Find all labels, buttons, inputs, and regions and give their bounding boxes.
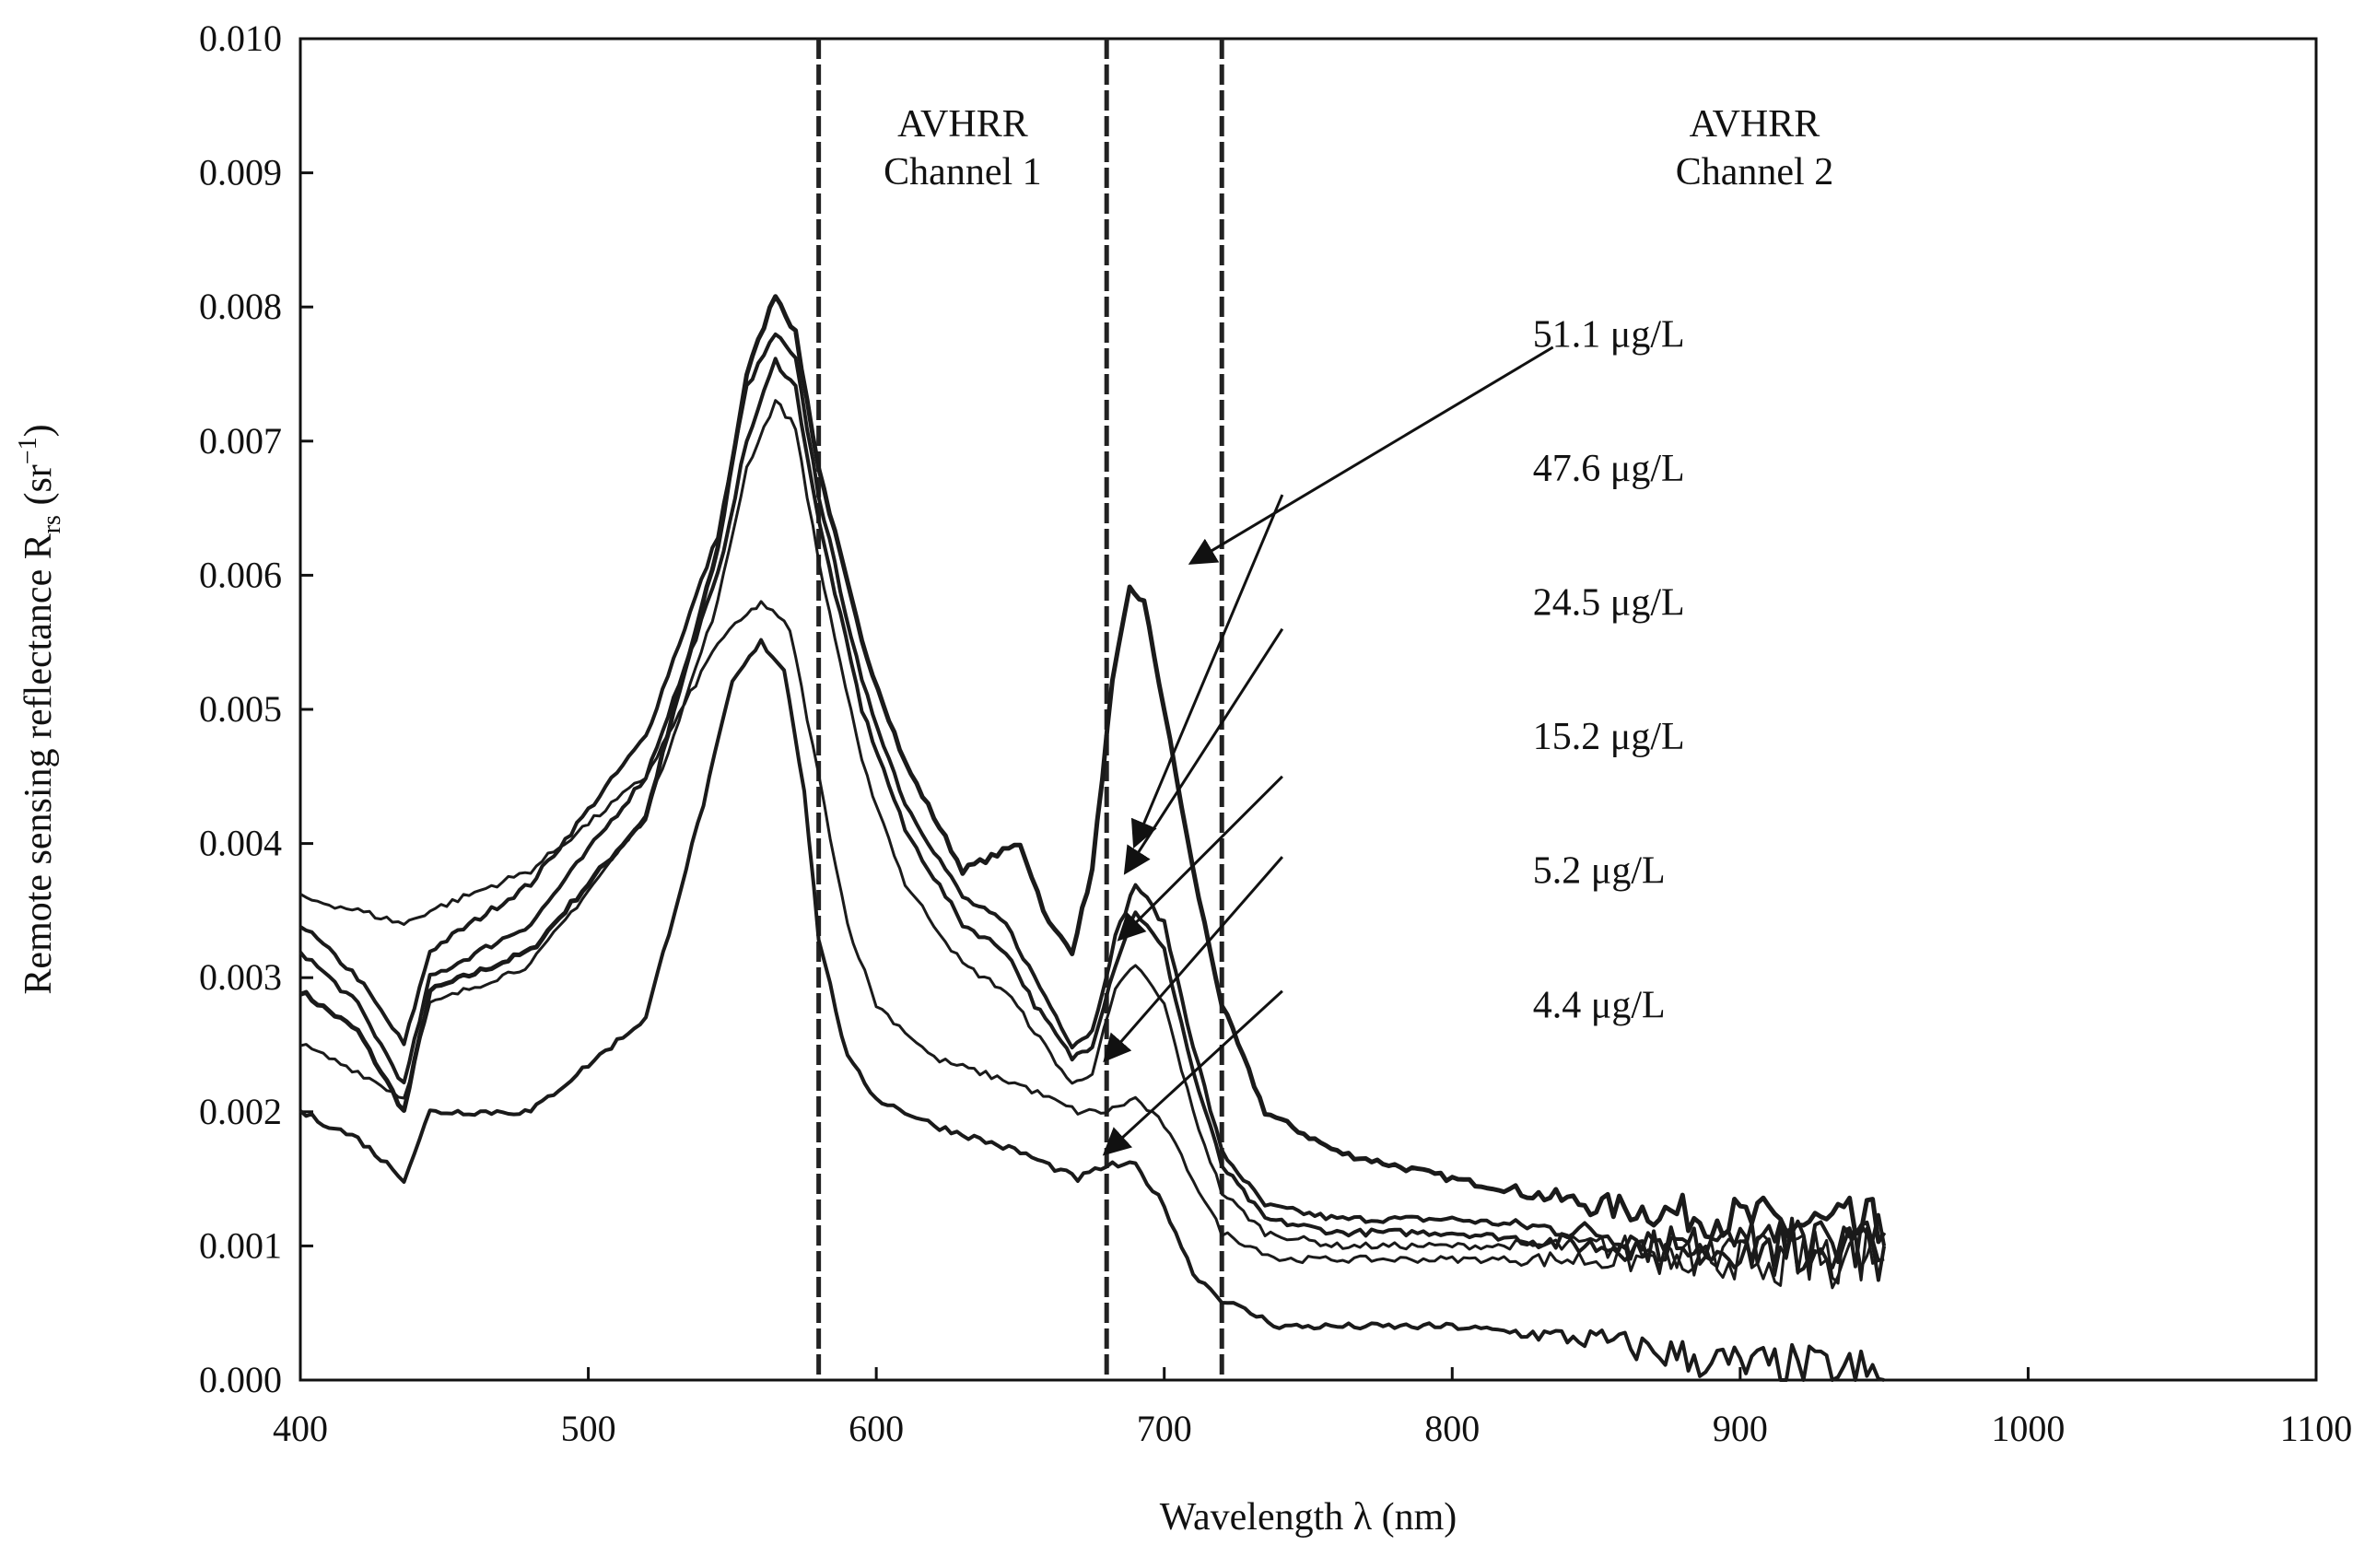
channel-labels: AVHRR Channel 1 AVHRR Channel 2 <box>884 103 1833 193</box>
label-15-2: 15.2 μg/L <box>1533 716 1685 758</box>
avhrr-channel-2-line1: AVHRR <box>1690 103 1820 146</box>
x-tick-label: 800 <box>1424 1408 1480 1449</box>
x-axis-title: Wavelength λ (nm) <box>1160 1496 1457 1539</box>
series-line-1 <box>298 332 1887 1274</box>
y-axis-title-unit-close: ) <box>18 424 60 437</box>
label-47-6-arrow <box>1130 494 1284 849</box>
concentration-annotations: 51.1 μg/L 47.6 μg/L 24.5 μg/L 15.2 μg/L 5.2 … <box>1102 313 1685 1156</box>
y-tick-label: 0.005 <box>199 688 282 730</box>
label-24-5-arrow <box>1123 627 1284 875</box>
series-line-3 <box>299 399 1885 1290</box>
y-tick-label: 0.009 <box>199 152 282 193</box>
label-24-5: 24.5 μg/L <box>1533 582 1685 625</box>
x-tick-label: 400 <box>273 1408 328 1449</box>
x-tick-label: 900 <box>1713 1408 1768 1449</box>
y-tick-label: 0.007 <box>199 420 282 462</box>
y-tick-label: 0.003 <box>199 956 282 998</box>
x-tick-label: 700 <box>1137 1408 1192 1449</box>
label-51-1: 51.1 μg/L <box>1533 313 1685 356</box>
avhrr-channel-1-line2: Channel 1 <box>884 151 1041 193</box>
x-tick-label: 1100 <box>2280 1408 2353 1449</box>
label-15-2-arrow <box>1117 775 1283 942</box>
y-tick-label: 0.008 <box>199 286 282 327</box>
channel-boundaries <box>816 39 1224 1380</box>
avhrr-channel-2-line2: Channel 2 <box>1676 151 1833 193</box>
series-line-4 <box>299 600 1885 1287</box>
y-tick-label: 0.010 <box>199 18 282 59</box>
y-axis-title-main: Remote sensing reflectance R <box>18 533 60 994</box>
y-tick-label: 0.004 <box>199 823 282 864</box>
x-tick-label: 500 <box>561 1408 616 1449</box>
y-axis-title: Remote sensing reflectance Rrs (sr−1) <box>14 424 66 994</box>
plot-frame <box>298 37 2318 1382</box>
series-lines <box>298 294 1887 1382</box>
label-5-2: 5.2 μg/L <box>1533 850 1666 893</box>
y-tick-label: 0.006 <box>199 554 282 595</box>
label-4-4-arrow <box>1102 989 1283 1156</box>
series-line-0 <box>299 294 1887 1245</box>
y-tick-label: 0.001 <box>199 1224 282 1266</box>
avhrr-channel-1-line1: AVHRR <box>897 103 1028 146</box>
label-4-4: 4.4 μg/L <box>1533 984 1666 1026</box>
series-line-5 <box>298 638 1885 1382</box>
y-axis-title-subscript: rs <box>38 515 66 533</box>
label-5-2-arrow <box>1103 856 1283 1063</box>
y-axis-title-unit: (sr <box>18 464 60 515</box>
x-axis: 400 500 600 700 800 900 1000 1100 <box>273 1367 2352 1449</box>
y-axis-title-unit-exponent: −1 <box>14 437 42 464</box>
label-51-1-arrow <box>1188 345 1554 565</box>
y-tick-label: 0.002 <box>199 1091 282 1132</box>
y-axis: 0.000 0.001 0.002 0.003 0.004 0.005 0.006 0.007… <box>199 18 313 1400</box>
x-tick-label: 1000 <box>1991 1408 2065 1449</box>
label-47-6: 47.6 μg/L <box>1533 448 1685 490</box>
series-line-2 <box>298 357 1887 1282</box>
x-tick-label: 600 <box>849 1408 904 1449</box>
y-tick-label: 0.000 <box>199 1359 282 1400</box>
